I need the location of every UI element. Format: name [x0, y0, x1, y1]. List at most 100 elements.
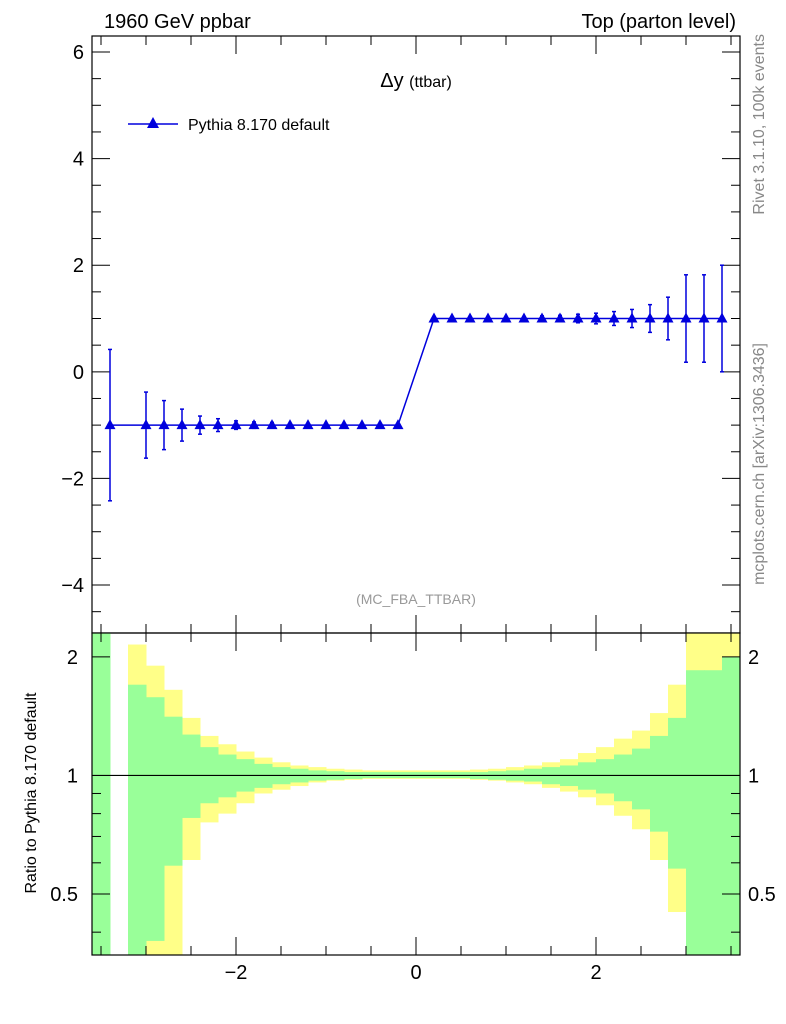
ratio-x-tick-label: −2	[225, 962, 248, 984]
data-marker	[662, 312, 674, 323]
uncertainty-inner-bin	[686, 670, 705, 955]
data-point	[464, 312, 476, 323]
ratio-x-tick-label: 2	[590, 962, 601, 984]
data-marker	[392, 419, 404, 430]
data-point	[320, 419, 332, 430]
uncertainty-inner-bin	[128, 684, 147, 955]
data-point	[194, 415, 206, 435]
data-marker	[356, 419, 368, 430]
data-marker	[338, 419, 350, 430]
data-marker	[698, 312, 710, 323]
data-marker	[104, 419, 116, 430]
data-point	[338, 419, 350, 430]
data-point	[392, 419, 404, 430]
data-point	[554, 312, 566, 323]
ratio-y-tick-label: 1	[67, 765, 78, 787]
data-marker	[266, 419, 278, 430]
legend-marker	[147, 117, 159, 128]
data-point	[626, 308, 638, 329]
data-point	[608, 310, 620, 327]
uncertainty-inner-bin	[650, 735, 669, 832]
uncertainty-inner-bin	[182, 734, 201, 818]
ratio-y-tick-label-right: 0.5	[748, 884, 776, 906]
main-y-tick-label: −2	[61, 468, 84, 490]
data-point	[644, 303, 656, 334]
data-marker	[500, 312, 512, 323]
ratio-y-axis-label: Ratio to Pythia 8.170 default	[23, 692, 40, 894]
main-y-tick-label: 2	[73, 255, 84, 277]
ratio-y-tick-label-right: 2	[748, 647, 759, 669]
data-point	[536, 312, 548, 323]
data-point	[104, 348, 116, 502]
ratio-y-tick-label: 2	[67, 647, 78, 669]
data-point	[716, 264, 728, 373]
uncertainty-inner-bin	[146, 697, 165, 941]
data-point	[698, 274, 710, 363]
data-point	[662, 296, 674, 341]
data-point	[176, 408, 188, 442]
uncertainty-inner-band	[92, 633, 741, 955]
data-marker	[320, 419, 332, 430]
data-point	[266, 419, 278, 430]
main-plot-panel: −4 −2 0 2 4 6 Δy (ttbar) (MC_FBA_TTBAR) Pythia 8…	[61, 35, 741, 634]
main-axis-ticks	[92, 36, 740, 633]
uncertainty-inner-bin	[92, 633, 111, 955]
data-marker	[176, 419, 188, 430]
uncertainty-inner-bin	[632, 748, 651, 810]
data-marker	[140, 419, 152, 430]
main-plot-title: Δy (ttbar)	[380, 70, 452, 92]
data-marker	[482, 312, 494, 323]
header-energy-label: 1960 GeV ppbar	[104, 11, 251, 33]
data-point	[446, 312, 458, 323]
ratio-y-tick-label-right: 1	[748, 765, 759, 787]
data-marker	[464, 312, 476, 323]
data-marker	[536, 312, 548, 323]
data-point	[590, 312, 602, 325]
uncertainty-inner-bin	[164, 716, 183, 866]
uncertainty-inner-bin	[668, 717, 687, 869]
data-marker	[608, 312, 620, 323]
data-marker	[284, 419, 296, 430]
data-marker	[680, 312, 692, 323]
source-reference-label: mcplots.cern.ch [arXiv:1306.3436]	[751, 343, 768, 585]
ratio-plot-frame	[91, 632, 741, 956]
data-point	[356, 419, 368, 430]
data-marker	[212, 419, 224, 430]
ratio-y-tick-label: 0.5	[50, 884, 78, 906]
data-point	[374, 419, 386, 430]
data-marker	[446, 312, 458, 323]
data-point	[482, 312, 494, 323]
header-observable-label: Top (parton level)	[581, 11, 736, 33]
data-point	[680, 274, 692, 363]
main-y-tick-label: 0	[73, 362, 84, 384]
data-point	[572, 312, 584, 324]
data-marker	[644, 312, 656, 323]
data-marker	[518, 312, 530, 323]
uncertainty-inner-bin	[704, 670, 723, 955]
data-point	[284, 419, 296, 430]
uncertainty-inner-bin	[596, 759, 615, 794]
data-point	[248, 419, 260, 430]
uncertainty-inner-bin	[614, 754, 633, 802]
data-point	[140, 391, 152, 459]
ratio-axis-ticks	[92, 633, 740, 955]
main-y-tick-label: −4	[61, 575, 84, 597]
data-point	[500, 312, 512, 323]
data-marker	[194, 419, 206, 430]
data-marker	[590, 312, 602, 323]
data-marker	[158, 419, 170, 430]
ratio-x-tick-label: 0	[410, 962, 421, 984]
data-marker	[572, 312, 584, 323]
main-y-tick-label: 6	[73, 42, 84, 64]
series-line	[110, 317, 722, 426]
data-point	[158, 399, 170, 451]
data-point	[302, 419, 314, 430]
data-marker	[302, 419, 314, 430]
legend-label: Pythia 8.170 default	[188, 117, 330, 134]
data-point	[518, 312, 530, 323]
analysis-name-label: (MC_FBA_TTBAR)	[356, 591, 476, 607]
data-marker	[626, 312, 638, 323]
data-marker	[554, 312, 566, 323]
rivet-version-label: Rivet 3.1.10, 100k events	[751, 34, 768, 215]
